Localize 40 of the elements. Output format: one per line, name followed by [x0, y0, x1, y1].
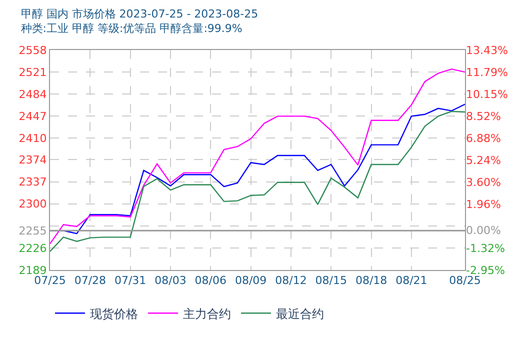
y-tick-label: 2300: [18, 198, 47, 211]
y-tick-label: 2558: [18, 44, 47, 57]
x-tick-label: 08/18: [355, 274, 388, 288]
chart-subtitle: 种类:工业 甲醇 等级:优等品 甲醇含量:99.9%: [20, 22, 242, 35]
x-tick-label: 08/03: [154, 274, 186, 288]
y2-tick-label: -2.95%: [466, 264, 505, 277]
y2-tick-label: 0.00%: [466, 224, 501, 238]
y-tick-label: 2447: [18, 110, 47, 124]
y-tick-label: 2374: [18, 154, 47, 167]
x-tick-label: 08/06: [194, 274, 226, 288]
x-tick-label: 07/25: [34, 274, 66, 288]
x-tick-label: 08/09: [234, 274, 267, 288]
line-series: [50, 110, 465, 252]
y2-tick-label: -1.32%: [466, 242, 505, 255]
y2-tick-label: 10.15%: [466, 88, 508, 101]
y-tick-label: 2521: [18, 66, 47, 79]
y2-tick-label: 11.79%: [466, 66, 508, 79]
chart-title: 甲醇 国内 市场价格 2023-07-25 - 2023-08-25: [20, 8, 258, 20]
y-tick-label: 2410: [18, 132, 47, 146]
y-tick-label: 2255: [18, 224, 47, 238]
y-tick-label: 2226: [18, 242, 47, 255]
legend-label: 最近合约: [276, 306, 324, 321]
line-series: [50, 68, 465, 244]
y2-tick-label: 6.88%: [466, 132, 501, 145]
y2-tick-label: 5.24%: [466, 154, 501, 167]
y-tick-label: 2189: [18, 264, 47, 277]
y-tick-label: 2337: [18, 176, 47, 189]
legend-label: 现货价格: [90, 306, 138, 321]
x-tick-label: 07/31: [114, 274, 146, 288]
x-tick-label: 07/28: [74, 274, 106, 288]
x-tick-label: 08/12: [275, 274, 307, 288]
y2-tick-label: 3.60%: [466, 176, 501, 189]
x-tick-label: 08/25: [449, 274, 481, 288]
x-tick-label: 08/21: [396, 274, 428, 288]
y2-tick-label: 13.43%: [466, 44, 508, 57]
y2-tick-label: 1.96%: [466, 198, 501, 211]
x-tick-label: 08/15: [315, 274, 347, 288]
y2-tick-label: 8.52%: [466, 110, 501, 123]
legend-label: 主力合约: [183, 306, 231, 321]
y-tick-label: 2484: [18, 88, 47, 101]
